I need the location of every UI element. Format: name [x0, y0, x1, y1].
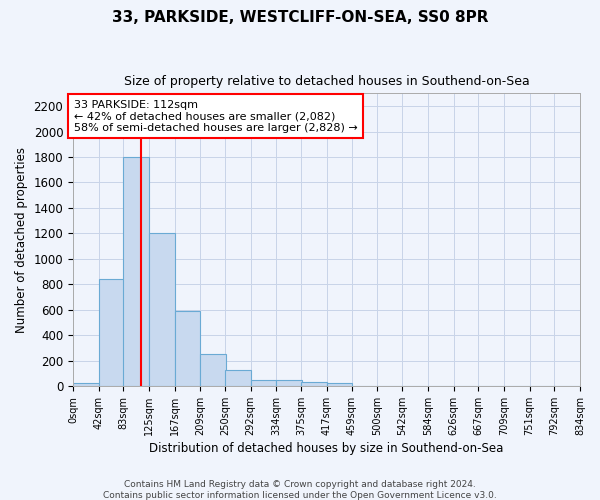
Text: Contains HM Land Registry data © Crown copyright and database right 2024.
Contai: Contains HM Land Registry data © Crown c…: [103, 480, 497, 500]
Bar: [73, 383, 98, 386]
Bar: [124, 157, 149, 386]
Bar: [301, 382, 326, 386]
Bar: [251, 380, 276, 386]
Bar: [200, 354, 226, 386]
Bar: [225, 370, 251, 386]
Title: Size of property relative to detached houses in Southend-on-Sea: Size of property relative to detached ho…: [124, 75, 529, 88]
Bar: [149, 234, 175, 386]
Bar: [98, 279, 124, 386]
Bar: [326, 384, 352, 386]
X-axis label: Distribution of detached houses by size in Southend-on-Sea: Distribution of detached houses by size …: [149, 442, 504, 455]
Bar: [175, 311, 200, 386]
Text: 33, PARKSIDE, WESTCLIFF-ON-SEA, SS0 8PR: 33, PARKSIDE, WESTCLIFF-ON-SEA, SS0 8PR: [112, 10, 488, 25]
Y-axis label: Number of detached properties: Number of detached properties: [15, 146, 28, 332]
Bar: [276, 380, 302, 386]
Text: 33 PARKSIDE: 112sqm
← 42% of detached houses are smaller (2,082)
58% of semi-det: 33 PARKSIDE: 112sqm ← 42% of detached ho…: [74, 100, 358, 133]
